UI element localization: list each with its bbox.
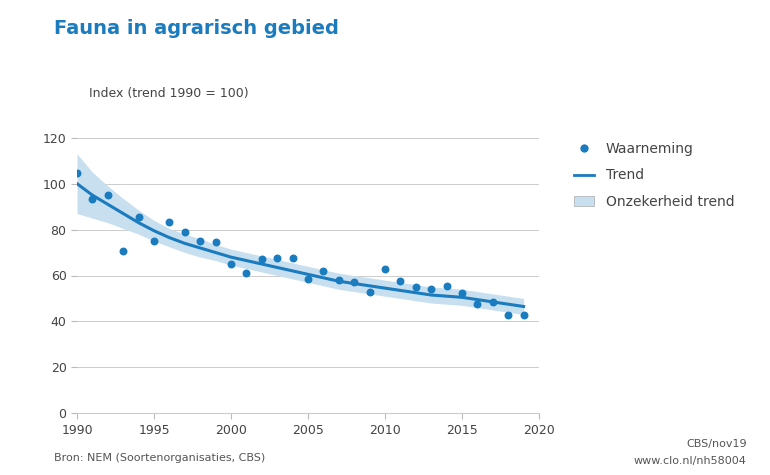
Point — [379, 265, 391, 272]
Point — [302, 275, 314, 283]
Point — [394, 277, 407, 285]
Point — [348, 278, 360, 286]
Point — [179, 228, 191, 236]
Point — [256, 256, 268, 263]
Point — [194, 238, 206, 245]
Point — [317, 267, 330, 275]
Point — [487, 298, 499, 306]
Point — [425, 285, 437, 293]
Point — [440, 282, 453, 290]
Point — [71, 170, 83, 177]
Text: www.clo.nl/nh58004: www.clo.nl/nh58004 — [634, 456, 747, 466]
Point — [240, 269, 253, 277]
Point — [502, 311, 514, 318]
Point — [163, 218, 176, 225]
Text: CBS/nov19: CBS/nov19 — [686, 439, 747, 449]
Text: Fauna in agrarisch gebied: Fauna in agrarisch gebied — [54, 19, 339, 38]
Point — [471, 300, 484, 308]
Point — [363, 288, 376, 295]
Point — [517, 311, 530, 318]
Point — [333, 276, 345, 284]
Point — [102, 191, 114, 199]
Point — [271, 255, 283, 262]
Point — [410, 283, 422, 291]
Point — [225, 260, 237, 268]
Point — [117, 247, 129, 255]
Point — [148, 238, 160, 245]
Point — [86, 195, 99, 202]
Point — [286, 255, 299, 262]
Text: Index (trend 1990 = 100): Index (trend 1990 = 100) — [89, 87, 248, 100]
Point — [132, 213, 145, 221]
Legend: Waarneming, Trend, Onzekerheid trend: Waarneming, Trend, Onzekerheid trend — [574, 142, 735, 209]
Point — [456, 289, 468, 296]
Text: Bron: NEM (Soortenorganisaties, CBS): Bron: NEM (Soortenorganisaties, CBS) — [54, 453, 265, 463]
Point — [209, 238, 222, 246]
